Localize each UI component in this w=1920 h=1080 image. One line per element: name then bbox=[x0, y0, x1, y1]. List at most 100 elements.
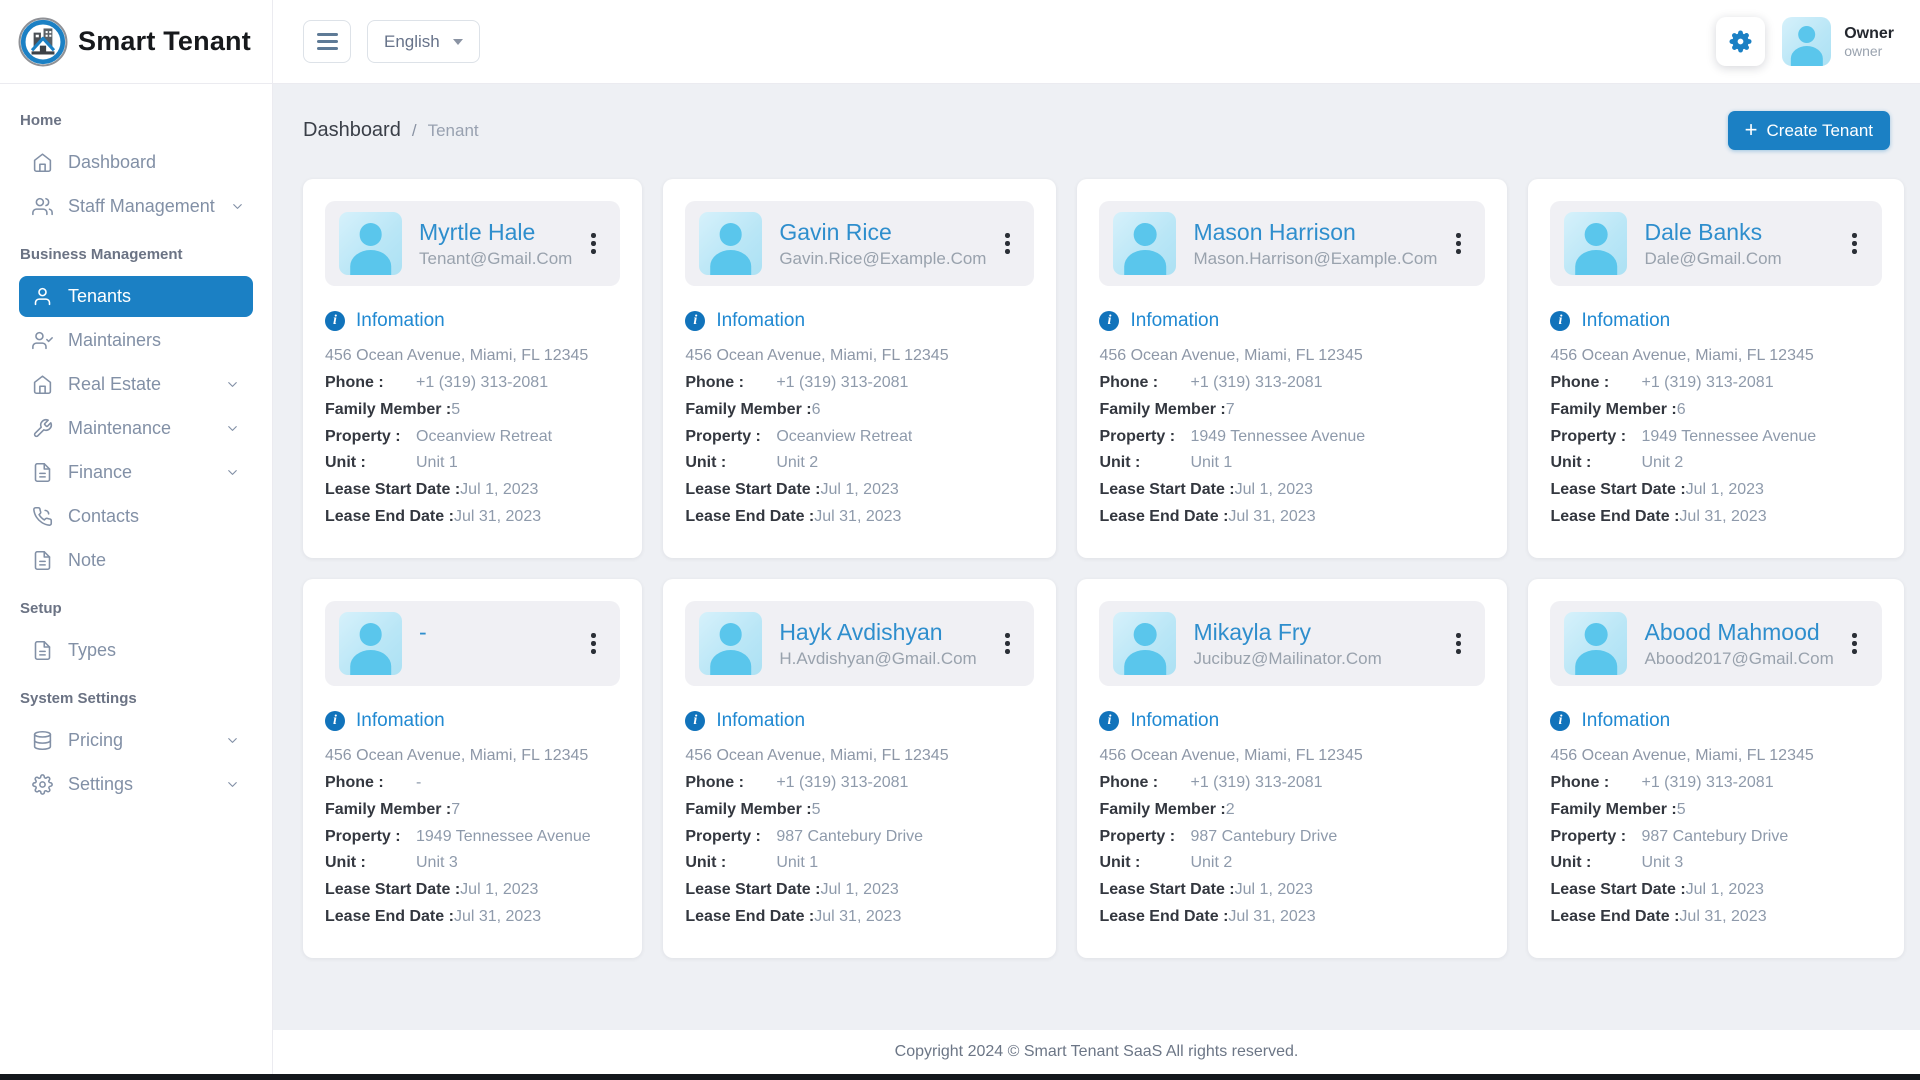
sidebar-nav: Home Dashboard Staff Management Business Ma… bbox=[0, 84, 272, 808]
create-tenant-button[interactable]: + Create Tenant bbox=[1727, 111, 1890, 150]
breadcrumb-separator: / bbox=[411, 120, 417, 140]
detail-row-property: Property : 987 Cantebury Drive bbox=[1099, 827, 1485, 846]
settings-gear-button[interactable] bbox=[1716, 17, 1766, 66]
detail-value: 1949 Tennessee Avenue bbox=[1190, 428, 1366, 445]
detail-value: - bbox=[416, 775, 422, 791]
tenant-card-header: Abood Mahmood Abood2017@Gmail.Com bbox=[1550, 601, 1882, 686]
information-heading: i Infomation bbox=[1550, 710, 1881, 732]
bottom-bar bbox=[0, 1074, 1920, 1080]
user-name: Owner bbox=[1844, 24, 1894, 42]
detail-value: 2 bbox=[1225, 801, 1235, 818]
information-heading: i Infomation bbox=[325, 310, 620, 332]
detail-row-family-member: Family Member :2 bbox=[1099, 801, 1485, 819]
detail-label: Family Member : bbox=[1099, 400, 1226, 418]
topbar: English Owner owner bbox=[273, 0, 1920, 84]
file-icon bbox=[32, 462, 53, 483]
card-menu-button[interactable] bbox=[1842, 224, 1868, 264]
tenant-address: 456 Ocean Avenue, Miami, FL 12345 bbox=[1550, 747, 1814, 764]
tenant-card-header: Myrtle Hale Tenant@Gmail.Com bbox=[325, 201, 621, 286]
sidebar-item-maintenance[interactable]: Maintenance bbox=[19, 408, 253, 449]
detail-value: Jul 31, 2023 bbox=[1679, 908, 1767, 925]
tenant-identity: Hayk Avdishyan H.Avdishyan@Gmail.Com bbox=[779, 619, 986, 669]
tenant-address: 456 Ocean Avenue, Miami, FL 12345 bbox=[685, 347, 949, 364]
sidebar-item-label: Settings bbox=[68, 774, 134, 794]
detail-value: +1 (319) 313-2081 bbox=[1190, 775, 1323, 791]
tenant-identity: Abood Mahmood Abood2017@Gmail.Com bbox=[1644, 619, 1833, 669]
card-menu-button[interactable] bbox=[580, 624, 606, 664]
sidebar-item-label: Note bbox=[68, 550, 107, 570]
detail-label: Property : bbox=[685, 827, 761, 845]
kebab-icon bbox=[1456, 241, 1461, 246]
sidebar-toggle-button[interactable] bbox=[303, 20, 351, 63]
detail-label: Lease End Date : bbox=[325, 507, 454, 525]
detail-value: Jul 31, 2023 bbox=[453, 908, 542, 925]
tenant-name: Hayk Avdishyan bbox=[779, 618, 943, 645]
card-menu-button[interactable] bbox=[1445, 624, 1471, 664]
tenant-address: 456 Ocean Avenue, Miami, FL 12345 bbox=[1099, 347, 1363, 364]
sidebar-item-types[interactable]: Types bbox=[19, 630, 253, 671]
detail-value: Unit 1 bbox=[416, 455, 458, 472]
info-icon: i bbox=[685, 711, 706, 731]
detail-row-lease-end: Lease End Date : Jul 31, 2023 bbox=[325, 507, 620, 526]
tenant-address: 456 Ocean Avenue, Miami, FL 12345 bbox=[685, 747, 949, 764]
detail-label: Lease Start Date : bbox=[685, 881, 821, 899]
detail-row-property: Property : 987 Cantebury Drive bbox=[685, 827, 1034, 846]
card-menu-button[interactable] bbox=[1842, 624, 1868, 664]
sidebar-item-real-estate[interactable]: Real Estate bbox=[19, 364, 253, 405]
tenant-identity: Dale Banks Dale@Gmail.Com bbox=[1644, 219, 1833, 269]
tenant-avatar bbox=[699, 212, 763, 275]
app-logo[interactable]: Smart Tenant bbox=[0, 0, 272, 84]
information-label: Infomation bbox=[716, 310, 806, 331]
sidebar-section-label: Home bbox=[20, 112, 62, 129]
detail-row-lease-end: Lease End Date : Jul 31, 2023 bbox=[1099, 908, 1485, 926]
detail-value: Unit 2 bbox=[1190, 855, 1233, 872]
sidebar-item-dashboard[interactable]: Dashboard bbox=[19, 142, 253, 183]
detail-label: Unit : bbox=[685, 854, 727, 872]
language-dropdown[interactable]: English bbox=[367, 20, 480, 63]
sidebar-item-pricing[interactable]: Pricing bbox=[19, 720, 253, 761]
tenant-name: Myrtle Hale bbox=[419, 218, 536, 245]
card-menu-button[interactable] bbox=[1445, 224, 1471, 264]
detail-row-property: Property : 1949 Tennessee Avenue bbox=[1550, 427, 1881, 446]
sidebar-item-settings[interactable]: Settings bbox=[19, 764, 253, 805]
sidebar-item-label: Dashboard bbox=[68, 152, 157, 172]
info-icon: i bbox=[1099, 711, 1120, 731]
detail-label: Lease Start Date : bbox=[325, 881, 461, 899]
tenant-details: Phone : +1 (319) 313-2081 Family Member :2… bbox=[1099, 774, 1485, 926]
detail-label: Property : bbox=[1550, 427, 1627, 445]
tenant-email: Mason.Harrison@Example.Com bbox=[1193, 248, 1438, 268]
sidebar-item-tenants[interactable]: Tenants bbox=[19, 276, 253, 317]
sidebar-item-contacts[interactable]: Contacts bbox=[19, 496, 253, 537]
detail-value: Unit 3 bbox=[1641, 855, 1684, 872]
detail-value: 7 bbox=[451, 801, 461, 818]
chevron-down-icon bbox=[225, 777, 240, 792]
detail-row-lease-start: Lease Start Date : Jul 1, 2023 bbox=[325, 881, 620, 899]
information-heading: i Infomation bbox=[325, 710, 620, 732]
sidebar-item-label: Maintenance bbox=[68, 418, 172, 438]
detail-row-unit: Unit : Unit 2 bbox=[685, 455, 1034, 472]
info-icon: i bbox=[325, 311, 345, 331]
card-menu-button[interactable] bbox=[994, 224, 1020, 264]
detail-label: Family Member : bbox=[1550, 800, 1677, 818]
sidebar-item-note[interactable]: Note bbox=[19, 540, 253, 581]
detail-label: Property : bbox=[1099, 427, 1176, 445]
breadcrumb-dashboard-link[interactable]: Dashboard bbox=[303, 119, 401, 141]
card-menu-button[interactable] bbox=[580, 224, 606, 264]
sidebar-item-label: Tenants bbox=[68, 286, 132, 306]
card-menu-button[interactable] bbox=[994, 624, 1020, 664]
detail-value: Oceanview Retreat bbox=[776, 428, 913, 445]
sidebar-item-staff-management[interactable]: Staff Management bbox=[19, 186, 253, 227]
detail-label: Property : bbox=[1099, 827, 1176, 845]
user-role: owner bbox=[1844, 42, 1883, 59]
tenant-name: - bbox=[419, 619, 427, 645]
hamburger-icon bbox=[316, 33, 338, 50]
user-profile[interactable]: Owner owner bbox=[1782, 17, 1894, 66]
sidebar-item-finance[interactable]: Finance bbox=[19, 452, 253, 493]
sidebar-item-maintainers[interactable]: Maintainers bbox=[19, 320, 253, 361]
plus-icon: + bbox=[1744, 116, 1758, 142]
tenant-email: Dale@Gmail.Com bbox=[1644, 248, 1782, 268]
detail-row-unit: Unit : Unit 1 bbox=[1099, 455, 1485, 472]
detail-value: 5 bbox=[811, 801, 821, 818]
database-icon bbox=[32, 730, 53, 751]
detail-label: Property : bbox=[685, 427, 761, 445]
